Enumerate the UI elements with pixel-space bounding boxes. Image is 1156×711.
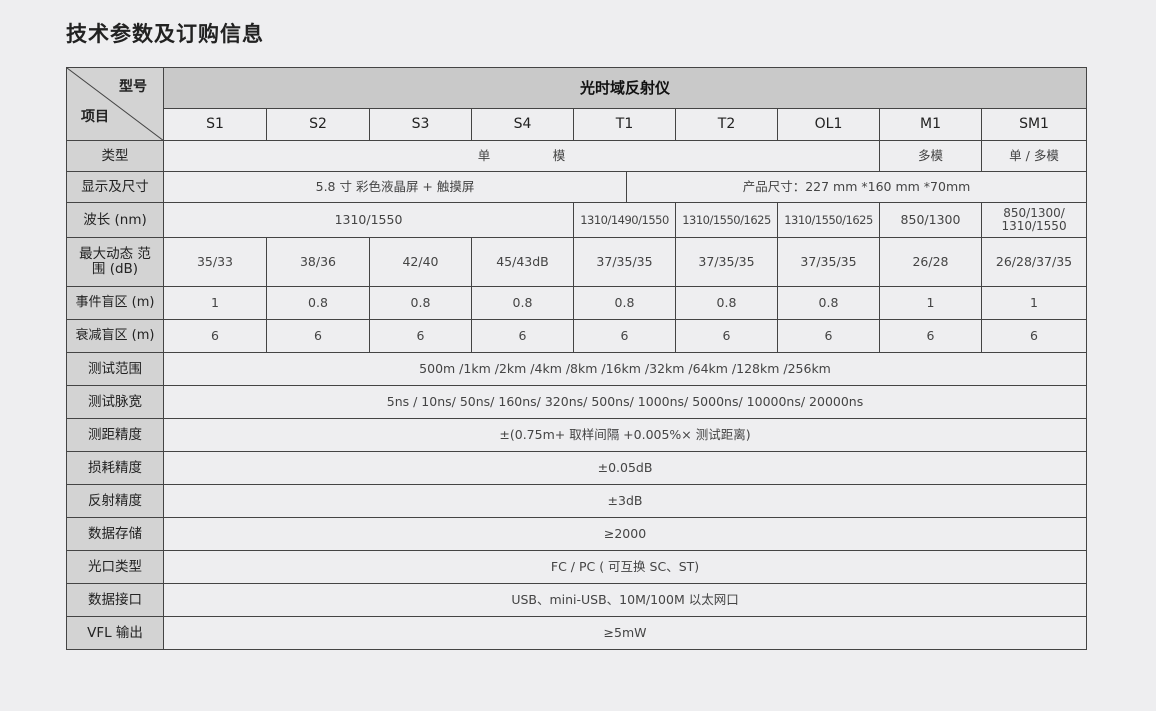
cell: 37/35/35	[777, 237, 880, 287]
atten-deadzone-row: 衰减盲区 (m) 6 6 6 6 6 6 6 6 6	[66, 319, 1088, 353]
model-s2: S2	[266, 108, 370, 141]
row-label: 测试范围	[66, 352, 164, 386]
row-label: 反射精度	[66, 484, 164, 518]
model-ol1: OL1	[777, 108, 880, 141]
wavelength-sm1: 850/1300/ 1310/1550	[980, 202, 1088, 238]
model-row: S1 S2 S3 S4 T1 T2 OL1 M1 SM1	[67, 108, 1088, 141]
cell: 26/28/37/35	[980, 237, 1088, 287]
product-header: 光时域反射仪	[162, 67, 1088, 109]
cell: 6	[879, 319, 982, 353]
cell: 1	[163, 286, 267, 320]
row-label: 显示及尺寸	[66, 171, 164, 203]
cell: 1	[879, 286, 982, 320]
row-value: 500m /1km /2km /4km /8km /16km /32km /64…	[162, 352, 1088, 386]
display-size: 产品尺寸：227 mm *160 mm *70mm	[742, 179, 971, 195]
model-t1: T1	[573, 108, 676, 141]
wavelength-t2: 1310/1550/1625	[675, 202, 778, 238]
type-row: 类型 单 模 多模 单 / 多模	[66, 140, 1088, 172]
row-value: ±3dB	[162, 484, 1088, 518]
cell: 0.8	[471, 286, 574, 320]
wavelength-m1: 850/1300	[879, 202, 982, 238]
model-t2: T2	[675, 108, 778, 141]
cell: 1	[980, 286, 1088, 320]
cell: 6	[980, 319, 1088, 353]
model-m1: M1	[879, 108, 982, 141]
cell: 37/35/35	[573, 237, 676, 287]
row-value: FC / PC ( 可互换 SC、ST)	[162, 550, 1088, 584]
row-label: VFL 输出	[66, 616, 164, 650]
cell: 45/43dB	[471, 237, 574, 287]
spec-row: 反射精度 ±3dB	[66, 484, 1088, 518]
row-value: ±0.05dB	[162, 451, 1088, 485]
spec-row: VFL 输出 ≥5mW	[66, 616, 1088, 650]
spec-row: 测距精度 ±(0.75m+ 取样间隔 +0.005%× 测试距离)	[66, 418, 1088, 452]
row-label: 损耗精度	[66, 451, 164, 485]
page-title: 技术参数及订购信息	[66, 22, 264, 46]
cell: 26/28	[879, 237, 982, 287]
row-label: 测距精度	[66, 418, 164, 452]
cell: 6	[471, 319, 574, 353]
row-label: 事件盲区 (m)	[66, 286, 164, 320]
spec-row: 损耗精度 ±0.05dB	[66, 451, 1088, 485]
event-deadzone-row: 事件盲区 (m) 1 0.8 0.8 0.8 0.8 0.8 0.8 1 1	[66, 286, 1088, 320]
cell: 0.8	[266, 286, 370, 320]
display-screen: 5.8 寸 彩色液晶屏 + 触摸屏	[164, 172, 627, 202]
display-row: 显示及尺寸 5.8 寸 彩色液晶屏 + 触摸屏 产品尺寸：227 mm *160…	[66, 171, 1088, 203]
row-value: USB、mini-USB、10M/100M 以太网口	[162, 583, 1088, 617]
cell: 42/40	[369, 237, 472, 287]
model-s4: S4	[471, 108, 574, 141]
row-label: 光口类型	[66, 550, 164, 584]
type-single-multi: 单 / 多模	[980, 140, 1088, 172]
cell: 0.8	[573, 286, 676, 320]
row-label: 测试脉宽	[66, 385, 164, 419]
row-label: 衰减盲区 (m)	[66, 319, 164, 353]
spec-table: 型号 项目 光时域反射仪 S1 S2 S3 S4 T1 T2 OL1 M1 SM…	[66, 67, 1088, 650]
wavelength-row: 波长 (nm) 1310/1550 1310/1490/1550 1310/15…	[66, 202, 1088, 238]
row-label: 类型	[66, 140, 164, 172]
corner-header: 型号 项目	[66, 67, 164, 141]
spec-row: 测试范围 500m /1km /2km /4km /8km /16km /32k…	[66, 352, 1088, 386]
wavelength-s: 1310/1550	[163, 202, 574, 238]
wavelength-ol1: 1310/1550/1625	[777, 202, 880, 238]
row-label: 数据存储	[66, 517, 164, 551]
row-value: 5ns / 10ns/ 50ns/ 160ns/ 320ns/ 500ns/ 1…	[162, 385, 1088, 419]
spec-row: 数据存储 ≥2000	[66, 517, 1088, 551]
cell: 6	[163, 319, 267, 353]
type-single: 单 模	[163, 140, 880, 172]
cell: 6	[369, 319, 472, 353]
model-s1: S1	[163, 108, 267, 141]
cell: 35/33	[163, 237, 267, 287]
dynamic-range-row: 最大动态 范围 (dB) 35/33 38/36 42/40 45/43dB 3…	[66, 237, 1088, 287]
model-sm1: SM1	[980, 108, 1088, 141]
spec-row: 数据接口 USB、mini-USB、10M/100M 以太网口	[66, 583, 1088, 617]
cell: 0.8	[369, 286, 472, 320]
type-multi: 多模	[879, 140, 982, 172]
model-header: 型号	[119, 79, 147, 95]
row-label: 波长 (nm)	[66, 202, 164, 238]
cell: 6	[573, 319, 676, 353]
cell: 6	[675, 319, 778, 353]
cell: 6	[777, 319, 880, 353]
spec-row: 测试脉宽 5ns / 10ns/ 50ns/ 160ns/ 320ns/ 500…	[66, 385, 1088, 419]
item-header: 项目	[81, 109, 109, 125]
row-label: 最大动态 范围 (dB)	[66, 237, 164, 287]
cell: 38/36	[266, 237, 370, 287]
cell: 0.8	[675, 286, 778, 320]
row-label: 数据接口	[66, 583, 164, 617]
row-value: ±(0.75m+ 取样间隔 +0.005%× 测试距离)	[162, 418, 1088, 452]
wavelength-t1: 1310/1490/1550	[573, 202, 676, 238]
cell: 0.8	[777, 286, 880, 320]
model-s3: S3	[369, 108, 472, 141]
spec-row: 光口类型 FC / PC ( 可互换 SC、ST)	[66, 550, 1088, 584]
cell: 6	[266, 319, 370, 353]
cell: 37/35/35	[675, 237, 778, 287]
row-value: ≥2000	[162, 517, 1088, 551]
row-value: ≥5mW	[162, 616, 1088, 650]
diagonal-divider	[67, 68, 164, 141]
